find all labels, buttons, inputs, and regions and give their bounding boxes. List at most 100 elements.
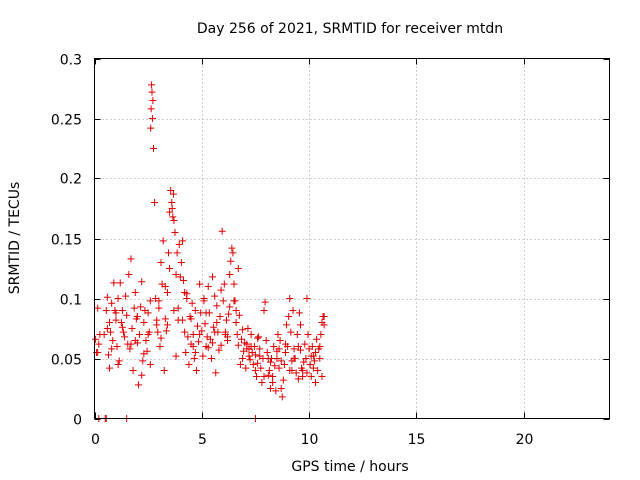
data-point — [172, 271, 180, 278]
data-point — [312, 349, 320, 356]
data-point — [292, 369, 300, 377]
data-point — [217, 286, 225, 294]
y-axis-title: SRMTID / TECUs — [7, 182, 23, 295]
data-point — [253, 373, 261, 380]
y-tick-labels: 0 0.05 0.1 0.15 0.2 0.25 0.3 — [51, 53, 82, 429]
data-point — [122, 292, 130, 300]
data-point — [147, 124, 155, 132]
data-point — [286, 295, 294, 302]
data-point — [119, 328, 127, 336]
data-point — [112, 309, 120, 317]
data-point — [285, 313, 293, 320]
data-point — [287, 328, 295, 336]
data-point — [95, 340, 103, 348]
data-point — [155, 297, 163, 305]
data-point — [103, 293, 111, 301]
data-point — [275, 364, 283, 372]
data-point — [234, 341, 242, 349]
data-point — [227, 257, 235, 265]
data-point — [163, 289, 171, 296]
data-point — [125, 271, 133, 278]
data-point — [165, 249, 173, 257]
data-point — [167, 187, 175, 194]
data-point — [204, 344, 212, 352]
data-point — [243, 345, 251, 353]
data-point — [215, 346, 223, 354]
data-point — [294, 375, 302, 383]
data-point — [117, 319, 125, 326]
data-point — [210, 323, 218, 331]
data-point — [146, 361, 154, 368]
data-point — [181, 328, 189, 336]
y-tick-label: 0.05 — [51, 353, 82, 369]
y-tick-label: 0.15 — [51, 233, 82, 249]
data-point — [174, 316, 182, 324]
data-point — [151, 199, 159, 206]
data-point — [211, 292, 219, 300]
data-point — [103, 325, 111, 332]
data-point — [261, 298, 269, 306]
data-point — [271, 362, 279, 370]
data-point — [189, 343, 197, 350]
data-point — [153, 321, 161, 329]
data-point — [129, 367, 137, 374]
data-point — [313, 335, 321, 343]
data-point — [126, 345, 134, 353]
data-point — [273, 347, 281, 355]
data-point — [270, 343, 278, 350]
data-point — [288, 357, 296, 365]
data-point — [127, 255, 135, 263]
data-point — [255, 333, 263, 341]
data-point — [180, 277, 188, 284]
data-point — [127, 340, 135, 348]
data-point — [304, 331, 312, 338]
data-point — [314, 367, 322, 374]
data-point — [114, 295, 122, 302]
data-point — [121, 333, 129, 341]
data-point — [166, 265, 174, 272]
data-point — [281, 349, 289, 356]
data-point — [308, 343, 316, 350]
data-point — [112, 316, 120, 324]
data-point — [133, 313, 141, 320]
data-point — [139, 357, 147, 365]
data-point — [301, 340, 309, 348]
data-point — [213, 319, 221, 326]
data-point — [191, 307, 199, 314]
data-point — [169, 190, 177, 198]
data-point — [320, 313, 328, 320]
data-point — [269, 373, 277, 380]
data-point — [206, 335, 214, 343]
data-point — [137, 303, 145, 311]
x-tick-label: 20 — [516, 432, 534, 448]
data-point — [177, 259, 185, 266]
data-point — [299, 373, 307, 380]
data-point — [162, 327, 170, 335]
data-point — [257, 364, 265, 372]
data-point — [108, 345, 116, 353]
data-point — [140, 319, 148, 326]
data-point — [256, 345, 264, 353]
data-point — [216, 313, 224, 320]
data-point — [107, 328, 115, 336]
data-point — [113, 343, 121, 350]
data-point — [118, 307, 126, 314]
data-point — [299, 367, 307, 374]
data-point — [94, 304, 102, 312]
data-point — [173, 249, 181, 257]
data-point — [161, 283, 169, 290]
data-point — [130, 304, 138, 312]
data-point — [150, 145, 158, 152]
data-point — [279, 376, 287, 384]
data-point — [303, 295, 311, 302]
data-point — [176, 273, 184, 281]
data-point — [148, 115, 156, 122]
x-tick-label: 0 — [91, 432, 100, 448]
data-point — [220, 280, 228, 288]
data-point — [154, 328, 162, 336]
y-tick-label: 0.25 — [51, 113, 82, 129]
data-point — [317, 331, 325, 338]
data-point — [230, 280, 238, 288]
data-point — [185, 361, 193, 368]
x-tick-labels: 0 5 10 15 20 — [91, 432, 533, 448]
